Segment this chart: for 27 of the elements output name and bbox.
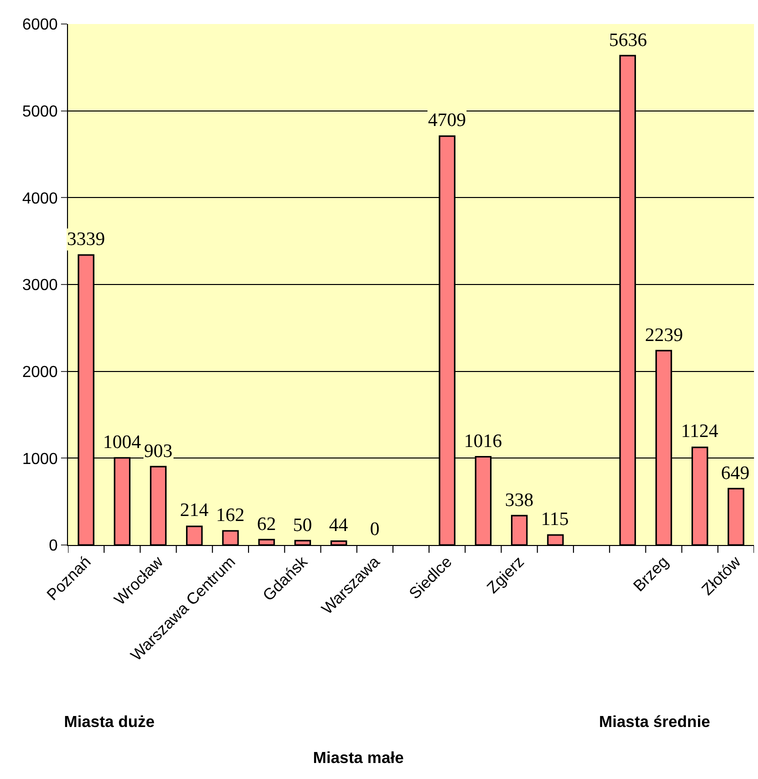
data-label: 50 <box>293 515 312 536</box>
data-label: 649 <box>721 463 750 484</box>
data-label: 0 <box>370 519 380 540</box>
data-label: 162 <box>216 505 244 526</box>
data-label: 214 <box>180 500 209 521</box>
data-label: 44 <box>329 515 348 536</box>
data-label: 1016 <box>464 431 502 452</box>
data-label: 3339 <box>67 229 105 250</box>
data-label: 1124 <box>681 421 719 442</box>
data-label: 4709 <box>428 110 466 131</box>
data-label: 1004 <box>103 432 142 453</box>
y-tick-label: 6000 <box>22 16 58 34</box>
data-label: 2239 <box>645 325 683 346</box>
text: Miasta duże <box>64 714 155 731</box>
data-label: 115 <box>541 509 569 530</box>
y-tick-label: 3000 <box>22 277 58 294</box>
data-label: 338 <box>505 490 534 511</box>
y-tick-label: 0 <box>48 538 58 555</box>
y-tick-label: 2000 <box>22 364 58 381</box>
data-label: 5636 <box>609 30 647 51</box>
data-label: 62 <box>257 514 276 535</box>
data-label: 903 <box>144 441 172 462</box>
y-tick-label: 5000 <box>22 103 58 120</box>
text: Miasta średnie <box>599 714 710 731</box>
text: Miasta małe <box>313 750 404 767</box>
y-tick-label: 4000 <box>22 190 58 208</box>
y-tick-label: 1000 <box>22 450 58 468</box>
